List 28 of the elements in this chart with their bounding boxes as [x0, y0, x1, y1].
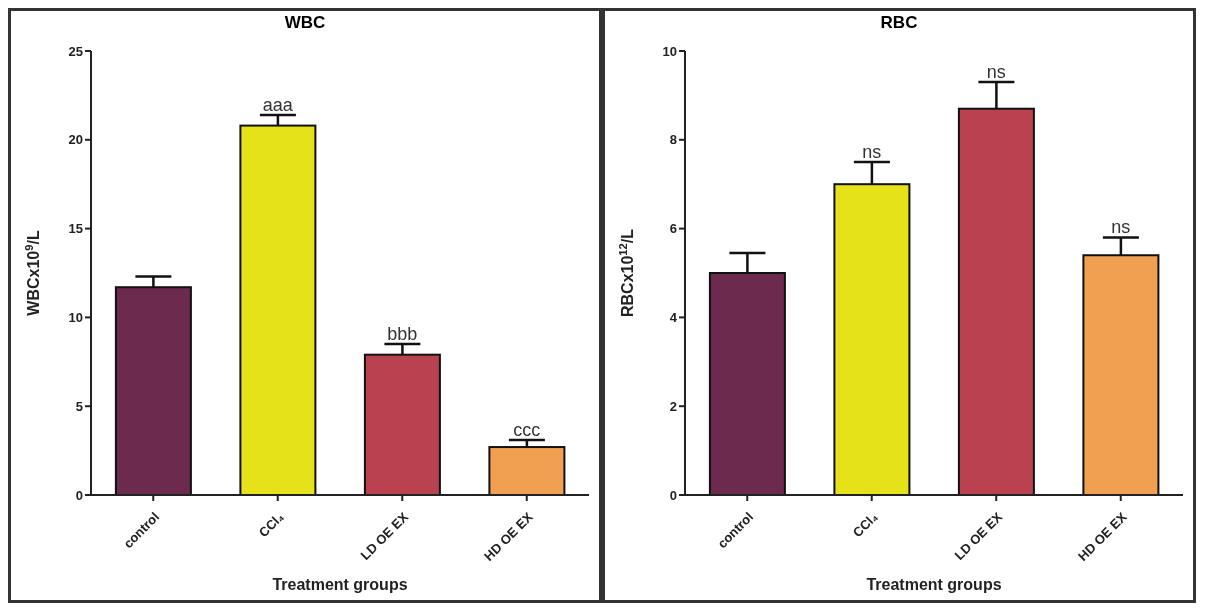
x-tick-label: HD OE EX	[481, 509, 536, 564]
y-tick-label: 8	[669, 132, 677, 148]
y-tick-label: 25	[68, 43, 83, 59]
x-tick-label: LD OE EX	[357, 509, 412, 563]
annotation: ns	[986, 62, 1006, 83]
annotation: bbb	[387, 324, 418, 345]
y-tick-label: 15	[68, 221, 83, 237]
annotation: ns	[1111, 217, 1131, 238]
annotation: ccc	[513, 419, 541, 440]
chart-title: RBC	[879, 13, 919, 33]
y-tick-label: 10	[662, 43, 677, 59]
y-tick-label: 0	[75, 487, 83, 503]
y-tick-label: 10	[68, 310, 83, 326]
chart-title: WBC	[283, 13, 327, 33]
x-tick-label: HD OE EX	[1075, 509, 1130, 564]
y-tick-label: 0	[669, 487, 677, 503]
x-tick-label: LD OE EX	[951, 509, 1006, 563]
y-tick-label: 5	[75, 398, 83, 414]
x-tick-label: CCl₄	[849, 509, 881, 541]
x-tick-label: CCl₄	[255, 509, 287, 541]
y-tick-label: 2	[669, 398, 677, 414]
x-axis-title: Treatment groups	[866, 576, 1002, 593]
y-tick-label: 4	[669, 310, 678, 326]
annotation: ns	[862, 142, 882, 162]
y-tick-label: 6	[669, 221, 677, 237]
y-tick-label: 20	[68, 132, 83, 148]
x-axis-title: Treatment groups	[272, 576, 408, 593]
annotation: aaa	[262, 94, 294, 115]
